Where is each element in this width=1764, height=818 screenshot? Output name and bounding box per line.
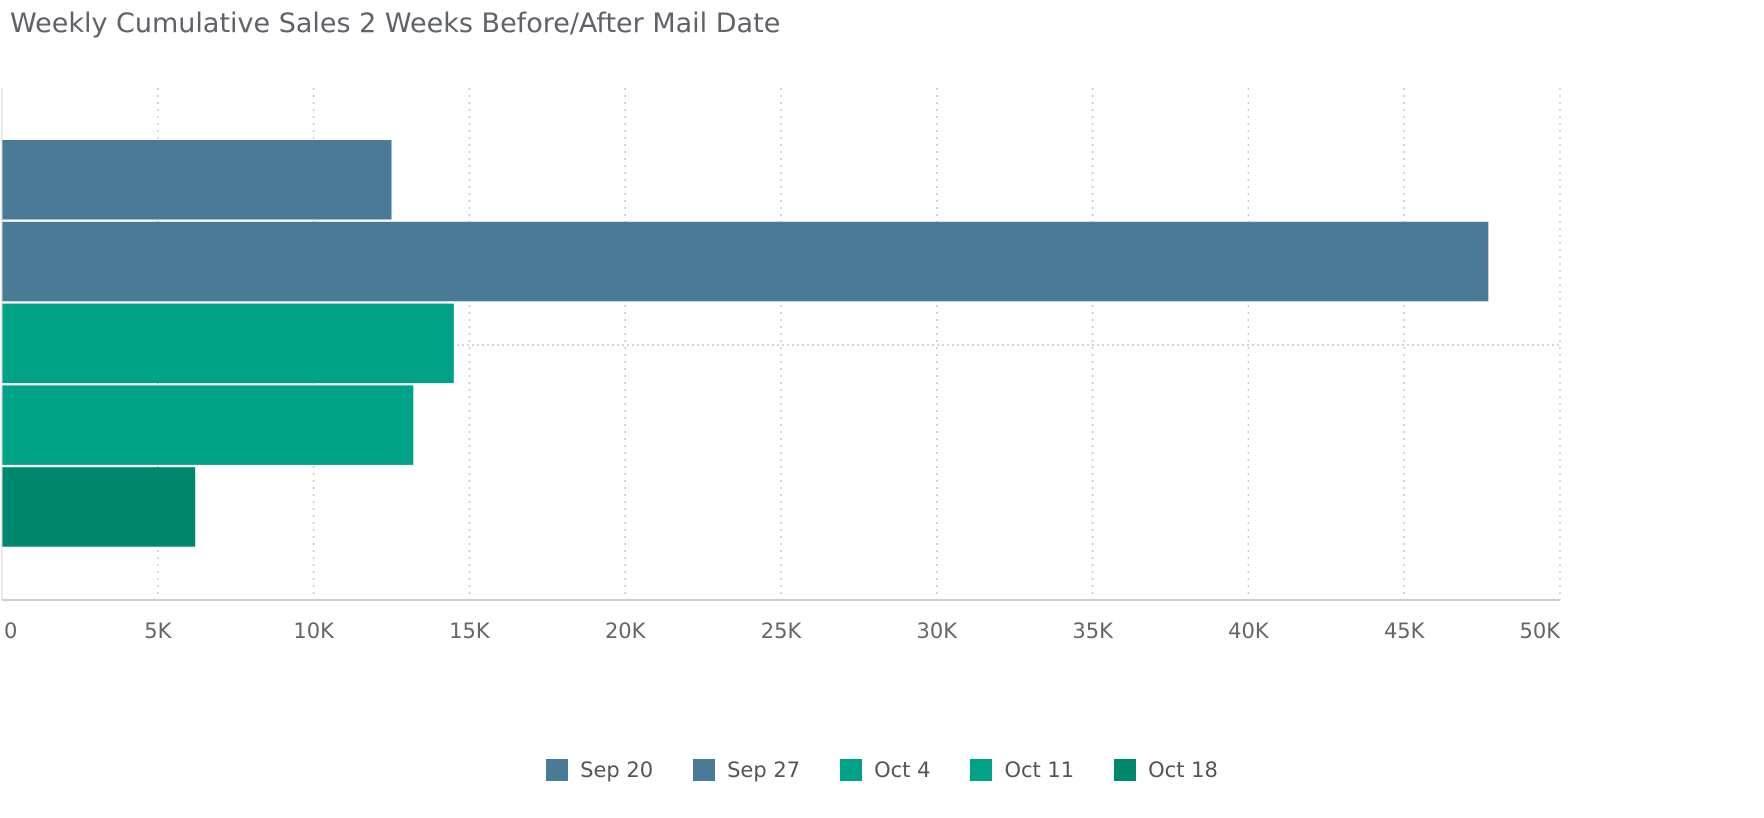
legend-swatch <box>546 759 569 781</box>
legend-item[interactable]: Oct 11 <box>970 758 1074 782</box>
legend-item[interactable]: Oct 18 <box>1114 758 1218 782</box>
bar-oct-11[interactable] <box>2 385 414 465</box>
x-tick-label: 35K <box>1072 619 1114 643</box>
legend-item[interactable]: Sep 27 <box>693 758 800 782</box>
x-tick-label: 50K <box>1520 619 1562 643</box>
bar-sep-27[interactable] <box>2 221 1489 302</box>
x-tick-label: 40K <box>1228 619 1270 643</box>
x-axis: 0 5K 10K 15K 20K 25K 30K 35K 40K 45K 50K <box>1 88 1562 643</box>
x-tick-label: 5K <box>144 619 172 643</box>
x-tick-label: 45K <box>1384 619 1426 643</box>
legend-label: Sep 27 <box>727 758 801 782</box>
x-tick-label: 0 <box>4 619 17 643</box>
x-tick-label: 10K <box>293 619 335 643</box>
bars <box>2 140 1489 547</box>
x-tick-label: 15K <box>449 619 491 643</box>
x-tick-label: 20K <box>605 619 647 643</box>
legend-swatch <box>840 759 863 781</box>
legend-item[interactable]: Sep 20 <box>546 758 653 782</box>
legend-item[interactable]: Oct 4 <box>840 758 930 782</box>
legend: Sep 20 Sep 27 Oct 4 Oct 11 Oct 18 <box>0 758 1764 782</box>
legend-label: Oct 4 <box>874 758 931 782</box>
legend-label: Oct 18 <box>1148 758 1218 782</box>
x-tick-label: 30K <box>917 619 959 643</box>
chart-title: Weekly Cumulative Sales 2 Weeks Before/A… <box>10 8 781 39</box>
legend-swatch <box>970 759 993 781</box>
bar-oct-4[interactable] <box>2 303 454 384</box>
legend-label: Sep 20 <box>580 758 654 782</box>
legend-swatch <box>693 759 716 781</box>
bar-sep-20[interactable] <box>2 140 392 220</box>
legend-label: Oct 11 <box>1004 758 1075 782</box>
bar-oct-18[interactable] <box>2 467 196 547</box>
x-tick-label: 25K <box>761 619 803 643</box>
bar-chart: 0 5K 10K 15K 20K 25K 30K 35K 40K 45K 50K <box>1 88 1562 643</box>
legend-swatch <box>1114 759 1137 781</box>
